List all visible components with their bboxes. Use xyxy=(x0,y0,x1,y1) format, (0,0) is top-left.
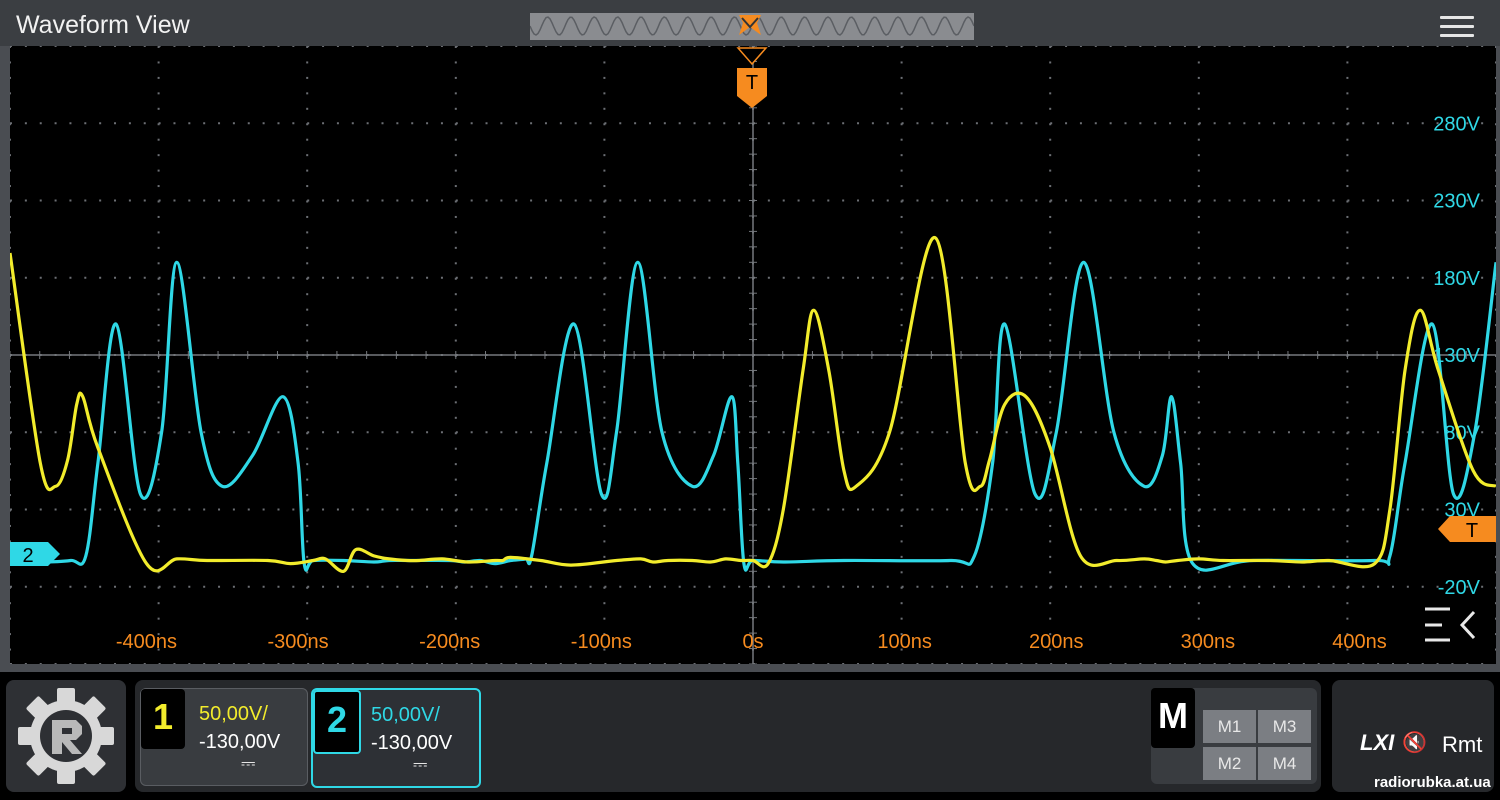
voltage-axis-label: 280V xyxy=(1433,113,1480,135)
time-axis-label: 400ns xyxy=(1332,631,1387,653)
ch1-offset: -130,00V xyxy=(199,731,281,753)
waveform-window: Waveform View -400ns -300ns -200ns -100ns 0s… xyxy=(0,0,1500,672)
time-axis-label: -100ns xyxy=(571,631,632,653)
time-axis-label: -300ns xyxy=(268,631,329,653)
time-axis-label: 300ns xyxy=(1181,631,1236,653)
ch2-offset: -130,00V xyxy=(371,732,453,754)
trigger-level-label: T xyxy=(1466,520,1478,542)
waveform-svg: -400ns -300ns -200ns -100ns 0s 100ns 200ns 300n… xyxy=(10,46,1496,664)
speaker-mute-icon[interactable]: 🔇 xyxy=(1402,732,1427,754)
ch1-settings[interactable]: 1 50,00V/ -130,00V ⎓ xyxy=(140,688,308,786)
collapse-menu-icon[interactable] xyxy=(1425,607,1476,642)
ch2-waveform xyxy=(10,260,1496,572)
trigger-position-marker[interactable]: T xyxy=(736,47,768,108)
voltage-axis-label: -20V xyxy=(1438,577,1481,599)
ch2-number: 2 xyxy=(313,690,361,754)
math-m2-button[interactable]: M2 xyxy=(1203,747,1256,780)
ch2-coupling-icon: ⎓ xyxy=(413,754,428,774)
bottom-control-bar: 1 50,00V/ -130,00V ⎓ 2 50,00V/ -130,00V … xyxy=(0,672,1500,800)
ch1-waveform xyxy=(10,235,1496,573)
ch1-number: 1 xyxy=(141,689,185,749)
math-m4-button[interactable]: M4 xyxy=(1258,747,1311,780)
watermark: radiorubka.at.ua xyxy=(1374,774,1491,791)
voltage-axis-label: 230V xyxy=(1433,191,1480,213)
gear-logo-icon xyxy=(18,688,114,784)
time-axis-label: 200ns xyxy=(1029,631,1084,653)
ch2-ground-marker[interactable]: 2 xyxy=(10,542,60,567)
time-axis-label: 100ns xyxy=(877,631,932,653)
hamburger-menu-icon[interactable] xyxy=(1440,16,1474,38)
ch2-marker-label: 2 xyxy=(22,545,33,567)
voltage-axis-label: 130V xyxy=(1433,345,1480,367)
lxi-status[interactable]: LXI xyxy=(1360,730,1395,755)
title-bar: Waveform View xyxy=(0,0,1500,46)
trigger-level-marker[interactable]: T xyxy=(1438,516,1496,542)
trigger-marker-label: T xyxy=(746,72,758,94)
ch2-settings[interactable]: 2 50,00V/ -130,00V ⎓ xyxy=(311,688,481,788)
math-m3-button[interactable]: M3 xyxy=(1258,710,1311,743)
window-title: Waveform View xyxy=(16,11,190,39)
time-axis-label: 0s xyxy=(742,631,763,653)
channel-panel: 1 50,00V/ -130,00V ⎓ 2 50,00V/ -130,00V … xyxy=(135,680,1321,792)
overview-waveform xyxy=(530,15,974,36)
time-axis-label: -400ns xyxy=(116,631,177,653)
ch1-scale: 50,00V/ xyxy=(199,703,268,725)
waveform-plot[interactable]: -400ns -300ns -200ns -100ns 0s 100ns 200ns 300n… xyxy=(10,46,1496,664)
time-axis-label: -200ns xyxy=(419,631,480,653)
math-panel: M M1 M3 M2 M4 xyxy=(1151,688,1317,784)
remote-status[interactable]: Rmt xyxy=(1442,732,1483,757)
memory-overview-bar[interactable] xyxy=(530,13,974,40)
status-panel: LXI 🔇 Rmt xyxy=(1332,680,1494,792)
ch2-scale: 50,00V/ xyxy=(371,704,440,726)
voltage-axis-label: 180V xyxy=(1433,268,1480,290)
voltage-axis-label: 80V xyxy=(1444,422,1480,444)
logo-button[interactable] xyxy=(6,680,126,792)
ch1-coupling-icon: ⎓ xyxy=(241,753,256,773)
math-m1-button[interactable]: M1 xyxy=(1203,710,1256,743)
math-label[interactable]: M xyxy=(1151,688,1195,748)
